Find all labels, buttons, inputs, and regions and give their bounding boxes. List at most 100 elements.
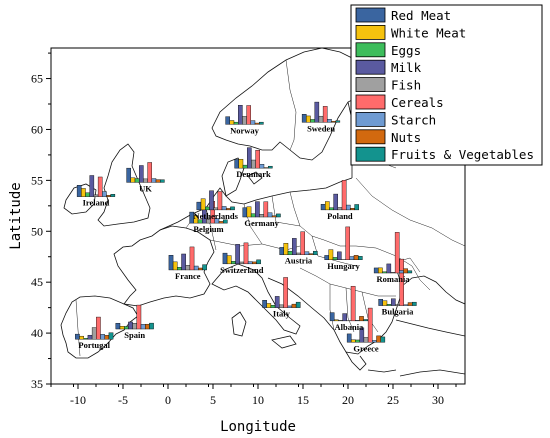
bar-group-austria [279, 231, 318, 255]
bar-spain-eggs [123, 326, 129, 330]
bar-bulgaria-starch [403, 304, 409, 306]
x-axis-title: Longitude [220, 419, 296, 435]
bar-uk-nuts [155, 179, 161, 183]
bar-uk-starch [151, 178, 157, 183]
bar-sweden-white-meat [306, 115, 311, 123]
bar-uk-eggs [134, 178, 140, 183]
bar-spain-fish [132, 323, 138, 330]
bar-austria-nuts [308, 253, 314, 255]
bar-group-poland [320, 180, 360, 211]
bar-romania-fish [390, 271, 396, 274]
y-axis: 35 40 45 50 55 60 65 [31, 52, 51, 391]
bar-france-nuts [198, 267, 203, 271]
country-label-germany: Germany [244, 218, 279, 228]
bar-sweden-cereals [322, 106, 328, 123]
legend-swatch-cereals [355, 94, 386, 110]
bar-switzerland-nuts [252, 261, 257, 265]
bar-hungary-fruits-and-vegetables [358, 256, 363, 260]
bar-austria-red-meat [279, 247, 285, 255]
bar-greece-eggs [355, 339, 360, 343]
x-tick-label: 25 [387, 393, 399, 407]
bar-spain-cereals [136, 304, 142, 330]
bar-group-germany [242, 201, 281, 218]
bar-greece-fish [363, 337, 369, 343]
bar-group-uk [126, 162, 165, 183]
bar-belgium-fruits-and-vegetables [222, 219, 228, 224]
bar-switzerland-starch [247, 261, 253, 265]
bar-switzerland-milk [235, 244, 240, 265]
bar-netherlands-nuts [225, 208, 231, 211]
bar-sweden-fish [318, 115, 324, 123]
bar-hungary-cereals [345, 226, 351, 260]
legend: Red Meat White Meat Eggs Milk Fish Cereals Sta… [350, 4, 543, 166]
bar-group-denmark [234, 147, 273, 169]
bar-albania-white-meat [334, 319, 339, 322]
bar-switzerland-cereals [243, 242, 249, 265]
y-tick-label: 60 [31, 122, 43, 136]
bar-austria-milk [292, 238, 297, 255]
x-tick-label: 15 [297, 393, 309, 407]
bar-austria-white-meat [283, 243, 289, 255]
bar-group-hungary [324, 226, 363, 260]
bar-italy-white-meat [266, 303, 272, 308]
bar-bulgaria-white-meat [382, 300, 388, 306]
bar-portugal-fruits-and-vegetables [108, 332, 114, 340]
bar-austria-fruits-and-vegetables [313, 250, 318, 255]
bar-romania-red-meat [373, 267, 379, 274]
bar-group-ireland [76, 175, 116, 197]
bar-norway-starch [250, 120, 256, 125]
legend-label-fruits-and-vegetables: Fruits & Vegetables [391, 147, 534, 162]
bar-denmark-red-meat [234, 159, 240, 169]
bar-group-portugal [75, 316, 114, 340]
bar-bulgaria-nuts [407, 302, 413, 306]
bar-greece-white-meat [351, 339, 356, 343]
bar-ireland-cereals [97, 176, 103, 197]
bar-germany-nuts [271, 215, 277, 218]
country-label-uk: UK [139, 183, 152, 193]
bar-albania-nuts [359, 316, 364, 322]
bar-france-cereals [189, 246, 195, 271]
legend-swatch-red-meat [355, 7, 386, 23]
bar-germany-white-meat [246, 206, 252, 218]
bar-netherlands-cereals [217, 191, 223, 211]
bar-spain-starch [140, 324, 146, 330]
bar-denmark-cereals [255, 149, 261, 169]
bar-albania-red-meat [329, 312, 335, 322]
bar-belgium-white-meat [193, 215, 199, 224]
bar-netherlands-white-meat [200, 198, 206, 211]
bar-switzerland-fruits-and-vegetables [256, 259, 261, 265]
country-label-sweden: Sweden [307, 123, 335, 133]
country-label-austria: Austria [285, 256, 313, 266]
bar-netherlands-red-meat [196, 201, 202, 211]
bar-sweden-milk [314, 101, 320, 123]
bar-uk-red-meat [126, 167, 131, 183]
bar-germany-milk [255, 201, 260, 218]
bar-sweden-nuts [331, 120, 336, 123]
bar-germany-starch [267, 212, 273, 218]
bar-ireland-milk [89, 175, 95, 197]
bar-romania-cereals [394, 232, 400, 274]
bar-portugal-starch [100, 334, 105, 340]
bar-poland-milk [333, 193, 339, 211]
bar-germany-fish [259, 214, 264, 218]
legend-label-fish: Fish [391, 78, 421, 93]
legend-label-eggs: Eggs [391, 43, 421, 58]
bar-bulgaria-red-meat [378, 299, 384, 306]
bar-spain-fruits-and-vegetables [149, 322, 154, 330]
bar-france-milk [181, 253, 186, 271]
bar-norway-cereals [246, 105, 252, 125]
bar-denmark-starch [259, 164, 265, 169]
country-label-spain: Spain [124, 330, 145, 340]
bar-norway-nuts [254, 122, 260, 125]
bar-spain-milk [128, 321, 133, 330]
bar-belgium-nuts [218, 221, 224, 224]
bar-albania-cereals [350, 285, 356, 322]
bar-bulgaria-cereals [399, 258, 405, 306]
legend-swatch-fish [355, 77, 386, 92]
bar-ireland-nuts [106, 195, 111, 197]
bar-italy-fish [279, 304, 284, 308]
bar-group-france [168, 246, 207, 271]
bar-hungary-red-meat [324, 255, 330, 260]
bar-norway-fish [242, 116, 247, 125]
